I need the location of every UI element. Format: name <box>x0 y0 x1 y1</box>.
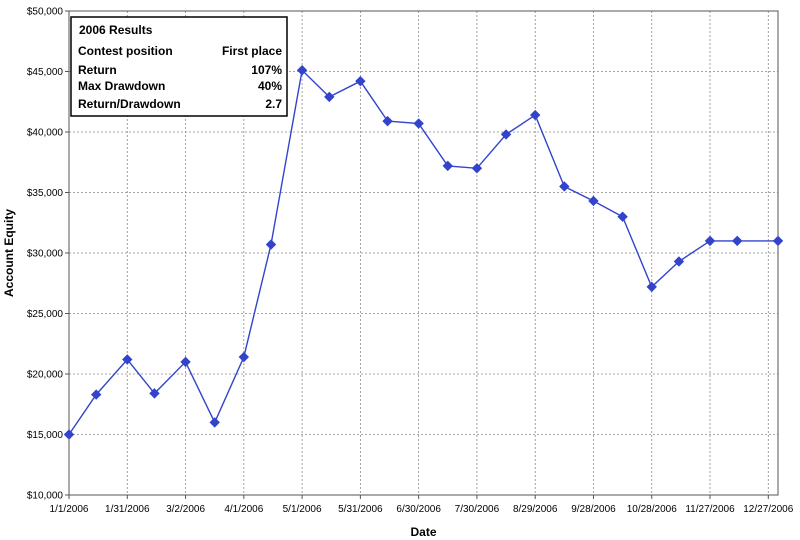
y-tick-label: $40,000 <box>27 128 64 139</box>
y-tick-label: $20,000 <box>27 370 64 381</box>
y-axis-title: Account Equity <box>2 209 16 297</box>
data-point <box>265 239 277 250</box>
data-point <box>209 417 220 428</box>
data-point <box>382 115 393 127</box>
x-tick-label: 11/27/2006 <box>685 504 735 515</box>
series-account-equity <box>63 65 784 440</box>
data-point <box>296 65 308 76</box>
series-line <box>68 68 778 435</box>
results-rows: Contest position First place Return 107% Max… <box>78 44 282 111</box>
data-point <box>413 118 424 129</box>
data-point <box>617 211 628 222</box>
x-tick-label: 1/1/2006 <box>50 504 89 515</box>
y-axis: $10,000 $15,000 $20,000 $25,000 $30,000 $35,0… <box>27 7 69 502</box>
x-axis-title: Date <box>410 525 436 539</box>
results-box: 2006 Results Contest position First place… <box>70 16 288 117</box>
results-row-label: Max Drawdown <box>78 79 165 93</box>
data-point <box>588 195 599 207</box>
x-tick-label: 6/30/2006 <box>396 504 441 515</box>
data-point <box>673 256 685 267</box>
data-point <box>529 109 541 121</box>
y-tick-label: $10,000 <box>27 491 64 502</box>
data-point <box>646 281 657 293</box>
data-point <box>180 356 191 368</box>
data-point <box>559 181 570 192</box>
y-tick-label: $25,000 <box>27 309 64 320</box>
results-row-value: 107% <box>251 63 282 77</box>
results-title: 2006 Results <box>79 23 153 37</box>
x-tick-label: 3/2/2006 <box>166 504 205 515</box>
data-point <box>704 235 716 247</box>
data-point <box>324 91 335 103</box>
results-row-value: 40% <box>258 79 282 93</box>
data-point <box>442 160 453 172</box>
y-tick-label: $30,000 <box>27 249 64 260</box>
x-tick-label: 1/31/2006 <box>105 504 150 515</box>
x-tick-label: 5/31/2006 <box>338 504 383 515</box>
x-tick-label: 7/30/2006 <box>455 504 500 515</box>
data-point <box>149 388 160 399</box>
x-tick-label: 9/28/2006 <box>571 504 616 515</box>
data-point <box>238 351 250 363</box>
y-tick-label: $45,000 <box>27 67 64 78</box>
results-row-label: Return <box>78 63 117 77</box>
data-point <box>90 389 102 400</box>
results-row-label: Return/Drawdown <box>78 97 181 111</box>
results-box-frame <box>70 16 288 117</box>
x-tick-label: 4/1/2006 <box>224 504 263 515</box>
results-row-label: Contest position <box>78 44 173 58</box>
x-axis: 1/1/2006 1/31/2006 3/2/2006 4/1/2006 5/1/200… <box>50 495 794 515</box>
x-tick-label: 5/1/2006 <box>283 504 322 515</box>
y-tick-label: $15,000 <box>27 430 64 441</box>
data-point <box>122 354 133 365</box>
results-row-value: 2.7 <box>265 97 282 111</box>
results-row-value: First place <box>222 44 282 58</box>
x-tick-label: 12/27/2006 <box>743 504 793 515</box>
data-point <box>772 235 784 247</box>
data-point <box>63 429 75 440</box>
y-tick-label: $35,000 <box>27 188 64 199</box>
x-tick-label: 8/29/2006 <box>513 504 558 515</box>
x-tick-label: 10/28/2006 <box>627 504 677 515</box>
data-point <box>471 163 483 174</box>
data-point <box>355 75 366 87</box>
data-point <box>732 235 743 247</box>
data-point <box>500 129 512 140</box>
y-tick-label: $50,000 <box>27 7 64 18</box>
